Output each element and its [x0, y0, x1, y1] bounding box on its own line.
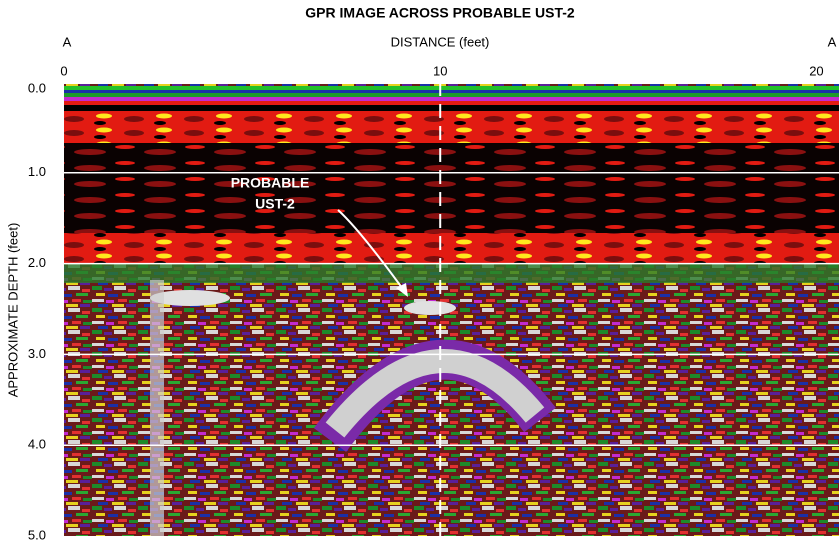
end-label: A: [63, 34, 72, 49]
x-tick-label: 10: [433, 63, 447, 78]
x-tick-label: 0: [60, 63, 67, 78]
x-tick-label: 20: [809, 63, 823, 78]
y-tick-label: 0.0: [28, 80, 46, 95]
x-axis-label: DISTANCE (feet): [391, 34, 490, 49]
y-axis-label: APPROXIMATE DEPTH (feet): [5, 223, 20, 398]
annotation: UST-2: [255, 196, 295, 212]
annotation: PROBABLE: [231, 175, 310, 191]
y-tick-label: 4.0: [28, 437, 46, 452]
y-tick-label: 3.0: [28, 346, 46, 361]
y-tick-label: 5.0: [28, 527, 46, 542]
y-tick-label: 2.0: [28, 255, 46, 270]
chart: GPR IMAGE ACROSS PROBABLE UST-2 A A DIST…: [0, 0, 839, 556]
y-tick-label: 1.0: [28, 164, 46, 179]
page: {"chart_data": {"type": "radargram", "ti…: [0, 0, 839, 556]
end-label: A: [828, 34, 837, 49]
radargram-image: [64, 84, 839, 536]
chart-title: GPR IMAGE ACROSS PROBABLE UST-2: [305, 5, 575, 21]
